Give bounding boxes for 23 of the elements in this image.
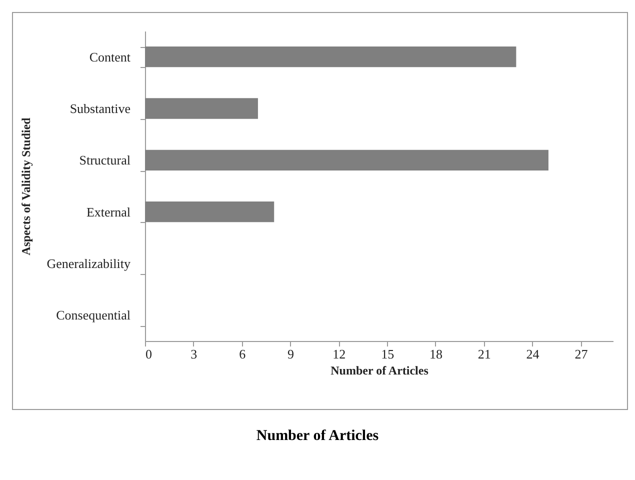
x-tick-label: 21 [478, 346, 491, 362]
x-tick-label: 12 [332, 346, 346, 362]
bar [145, 150, 548, 170]
x-tick-label: 0 [146, 346, 152, 362]
x-tick-label: 24 [526, 346, 540, 362]
x-tick-label: 9 [287, 346, 294, 362]
x-axis-title: Number of Articles [330, 364, 429, 378]
text: Number of Articles [255, 428, 380, 445]
y-tick-label: Substantive [70, 101, 131, 116]
y-axis-title: Aspects of Validity Studied [18, 117, 33, 256]
y-tick-label: External [86, 204, 131, 220]
y-tick-label: Generalizability [46, 256, 131, 271]
x-tick-label: 27 [574, 346, 588, 362]
y-tick-label: Content [89, 49, 131, 64]
bar [145, 46, 516, 68]
bar [145, 202, 274, 222]
x-tick-label: 15 [381, 346, 394, 362]
bar [145, 98, 258, 119]
y-tick-label: Structural [79, 152, 131, 168]
x-tick-label: 18 [429, 346, 442, 362]
y-tick-label: Consequential [56, 308, 131, 323]
x-tick-label: 6 [239, 346, 246, 362]
x-tick-label: 3 [190, 346, 198, 362]
